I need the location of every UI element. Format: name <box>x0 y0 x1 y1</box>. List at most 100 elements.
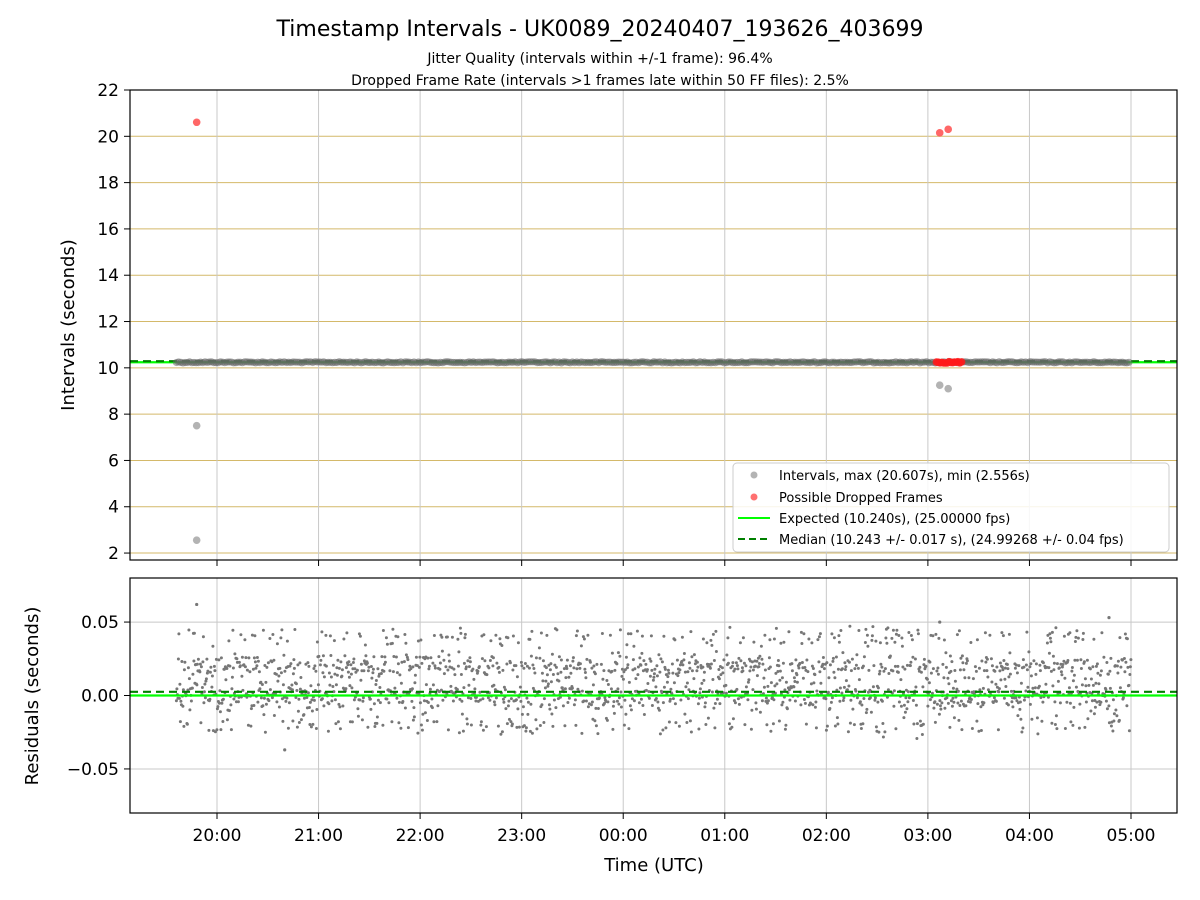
residual-point <box>665 680 669 684</box>
residual-point <box>524 726 528 730</box>
residual-point <box>213 669 217 673</box>
residual-point <box>1048 632 1052 636</box>
residual-point <box>252 704 256 707</box>
residual-point <box>708 666 712 670</box>
residual-point <box>240 674 244 678</box>
residual-point <box>799 630 803 634</box>
residual-point <box>361 699 365 703</box>
residual-point <box>538 656 542 660</box>
residual-point <box>258 687 262 691</box>
residual-point <box>1078 702 1082 706</box>
residual-point <box>432 634 436 637</box>
x-tick-label: 23:00 <box>497 826 546 846</box>
residual-point <box>721 671 725 675</box>
residual-point <box>433 664 437 668</box>
residual-point <box>911 699 915 702</box>
residual-point <box>1066 659 1070 662</box>
residual-point <box>182 724 186 728</box>
residual-point <box>595 662 599 666</box>
residual-point <box>424 683 428 687</box>
residual-point <box>626 663 630 667</box>
residual-point <box>209 665 213 669</box>
residual-point <box>383 660 387 664</box>
residual-point <box>961 661 965 665</box>
residual-point <box>871 685 875 689</box>
residual-point <box>1091 683 1095 687</box>
residual-point <box>915 737 919 740</box>
residual-point <box>179 699 183 703</box>
residual-point <box>702 670 706 674</box>
residual-point <box>243 638 247 642</box>
residual-point <box>525 696 529 700</box>
residual-point <box>821 662 825 666</box>
residual-point <box>596 732 600 736</box>
residual-point <box>358 698 362 702</box>
residual-point <box>374 679 378 682</box>
residual-point <box>881 735 885 739</box>
residual-point <box>353 667 357 671</box>
residual-point <box>271 633 275 636</box>
residual-point <box>192 659 196 663</box>
residual-point <box>692 653 696 657</box>
residual-point <box>259 696 263 700</box>
residual-point <box>544 666 548 670</box>
residual-point <box>1107 721 1111 725</box>
residual-point <box>1125 637 1129 641</box>
residual-point <box>815 689 819 693</box>
residual-point <box>818 632 822 636</box>
residual-point <box>1067 686 1071 690</box>
residual-point <box>612 700 616 704</box>
residual-point <box>541 659 545 663</box>
residual-point <box>378 686 382 689</box>
residual-point <box>571 656 575 660</box>
residual-point <box>180 660 184 663</box>
residual-point <box>425 719 429 722</box>
residual-point <box>275 700 279 704</box>
residual-point <box>644 688 648 692</box>
residual-point <box>528 637 532 641</box>
residual-point <box>468 656 472 660</box>
residual-point <box>299 718 303 722</box>
residual-point <box>266 661 270 665</box>
residual-point <box>916 628 920 632</box>
residual-point <box>909 660 913 664</box>
residual-point <box>382 669 386 673</box>
residual-point <box>314 727 318 730</box>
residual-point <box>372 655 376 659</box>
residual-point <box>580 689 584 693</box>
residual-point <box>181 688 185 692</box>
residual-point <box>951 696 955 700</box>
residual-point <box>647 696 651 700</box>
residual-point <box>482 633 486 637</box>
residual-point <box>216 705 220 709</box>
residual-point <box>1085 658 1089 662</box>
residual-point <box>646 682 650 685</box>
bottom-panel-y-axis: −0.05 0.00 0.05 <box>67 613 130 780</box>
residual-point <box>409 667 413 671</box>
residual-point <box>628 704 632 708</box>
residual-point <box>461 729 465 733</box>
residual-point <box>396 635 400 639</box>
residual-point <box>379 672 383 675</box>
residual-point <box>710 690 714 694</box>
residual-point <box>979 729 983 732</box>
residual-point <box>414 655 418 659</box>
residual-point <box>611 704 615 708</box>
residual-point <box>207 728 211 732</box>
residual-point <box>877 730 881 734</box>
residual-point <box>826 690 830 694</box>
residual-point <box>315 640 319 644</box>
residual-point <box>903 710 907 714</box>
residual-point <box>1057 666 1061 670</box>
residual-point <box>456 637 460 641</box>
residual-point <box>376 667 380 671</box>
residual-point <box>219 656 223 660</box>
residual-point <box>735 664 739 668</box>
residual-point <box>679 698 683 702</box>
residual-point <box>969 641 973 644</box>
residual-point <box>1123 632 1127 636</box>
residual-point <box>335 673 339 677</box>
residual-point <box>841 651 845 655</box>
residual-point <box>777 664 781 668</box>
residual-point <box>334 683 338 687</box>
